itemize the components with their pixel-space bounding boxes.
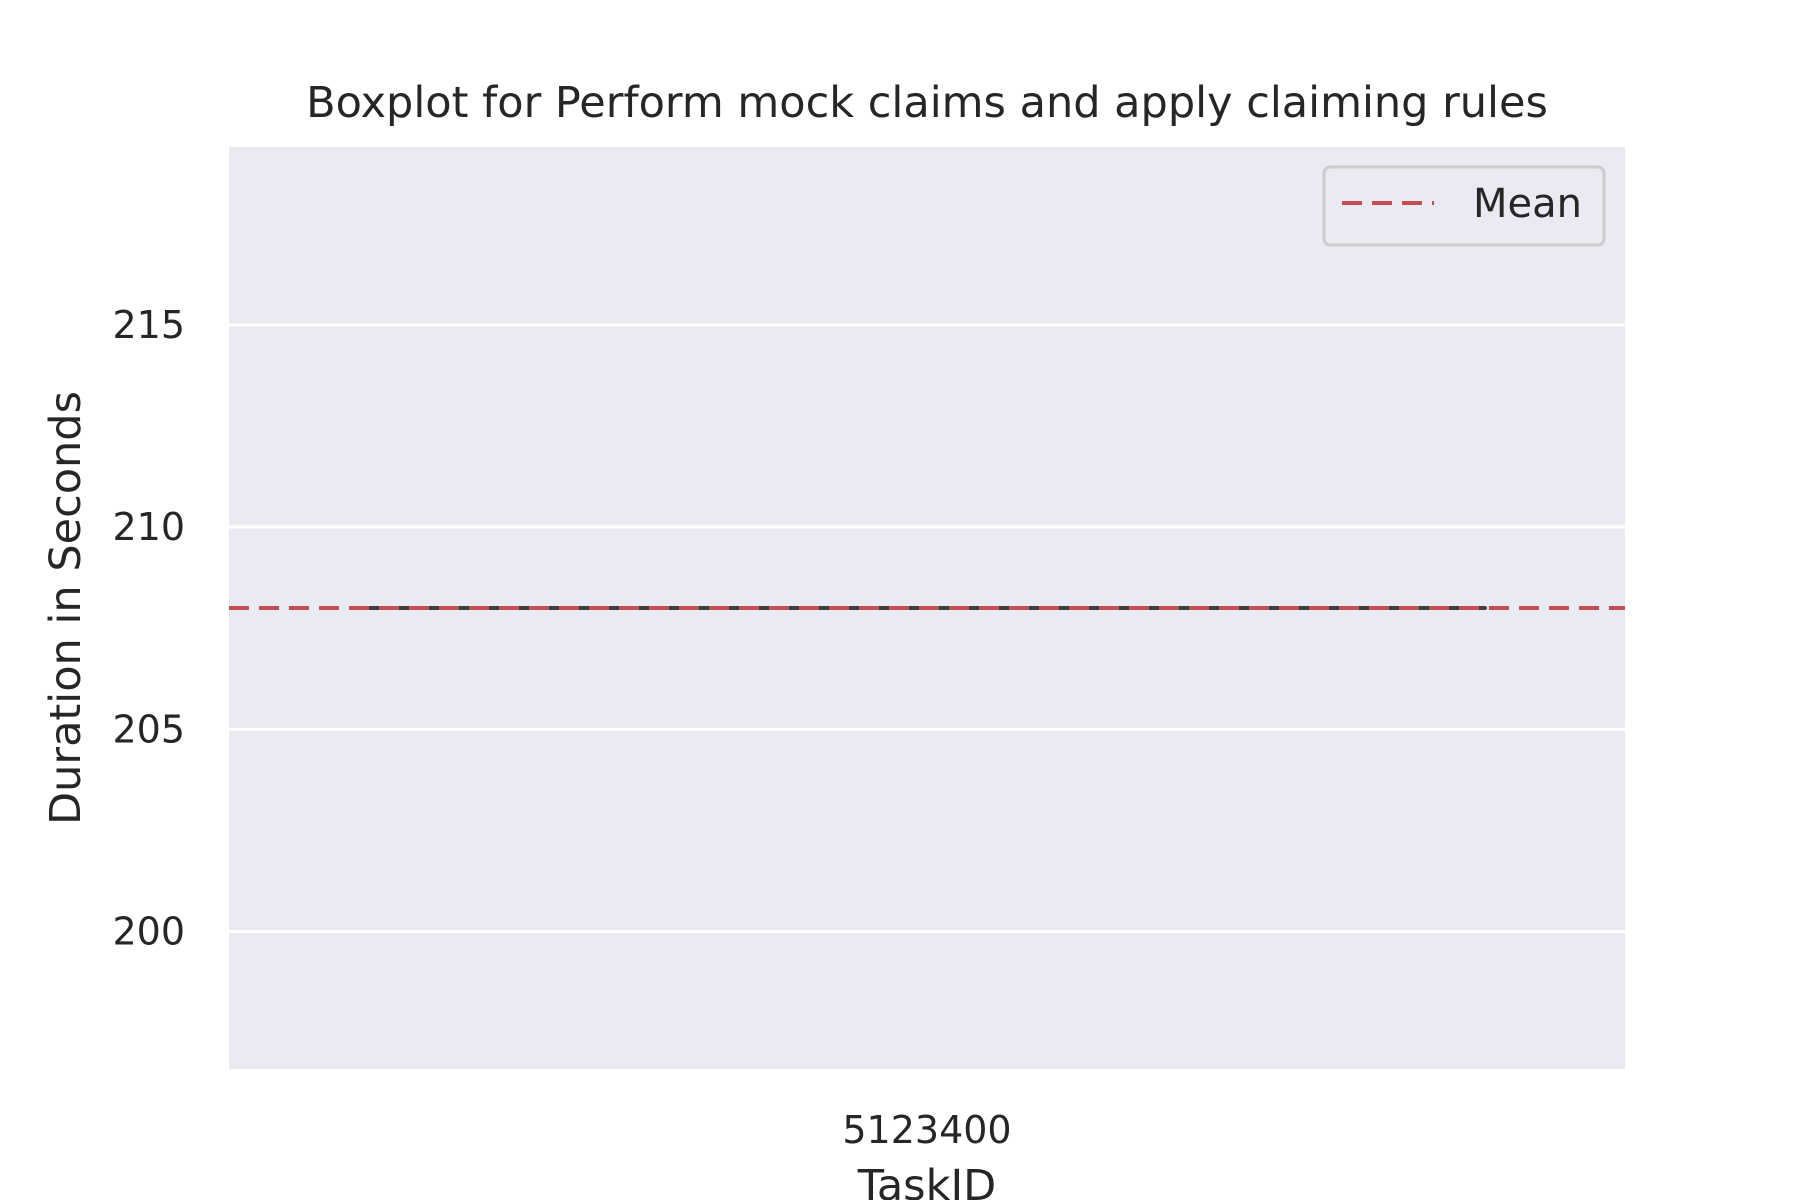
x-axis-label: TaskID [857,1161,997,1200]
y-axis-label: Duration in Seconds [41,391,91,825]
y-tick-label: 215 [112,303,185,347]
grid-lines [229,323,1625,934]
x-tick-labels: 5123400 [842,1108,1011,1152]
y-tick-label: 200 [112,910,185,954]
chart-title: Boxplot for Perform mock claims and appl… [306,78,1548,128]
legend: Mean [1322,165,1606,247]
legend-box [1322,165,1606,247]
x-tick-label: 5123400 [842,1108,1011,1152]
y-tick-label: 210 [112,505,185,549]
y-tick-labels: 200 205 210 215 [112,303,185,954]
legend-mean-label: Mean [1473,181,1582,227]
y-tick-label: 205 [112,707,185,751]
